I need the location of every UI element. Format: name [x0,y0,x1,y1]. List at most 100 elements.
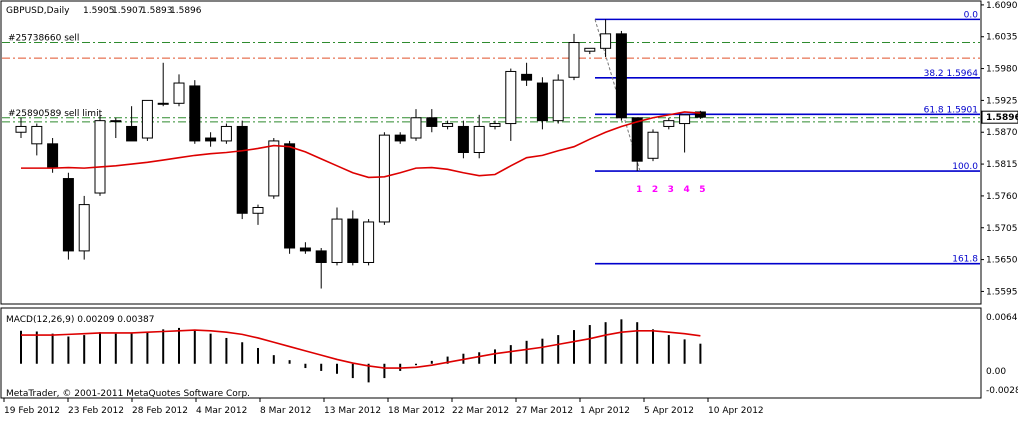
wave-label: 2 [652,185,658,195]
order-line-label: #25890589 sell limit [8,109,103,119]
copyright-text: MetaTrader, © 2001-2011 MetaQuotes Softw… [6,389,250,399]
bull-candle-body [331,218,343,263]
candlestick-series [15,19,706,289]
bear-candle-body [47,143,59,168]
fibonacci-levels: 0.0 38.2 1.5964 61.8 1.5901 100.0 161.8 [594,10,980,265]
bull-candle-body [157,102,169,105]
bear-candle-body [521,73,533,81]
macd-pane[interactable]: MACD(12,26,9) 0.00209 0.00387 MetaTrader… [0,307,1018,399]
price-tick-label: 1.6090 [986,1,1018,11]
bear-candle-body [236,125,248,214]
price-tick-label: 1.5705 [986,224,1018,234]
bull-candle-body [252,206,264,214]
moving-average-line [21,111,701,179]
wave-label: 4 [683,185,689,195]
price-tick-label: 1.5925 [986,96,1018,106]
price-tick-label: 1.6035 [986,33,1018,43]
bull-candle-body [568,42,580,78]
current-price-box [981,110,1018,124]
time-tick-label: 10 Apr 2012 [708,406,764,416]
symbol-label: GBPUSD,Daily [6,6,70,16]
time-tick-label: 4 Mar 2012 [196,406,247,416]
order-lines: #25738660 sell #25890589 sell limit [2,34,980,123]
bull-candle-body [489,123,501,127]
price-tick-label: 1.5650 [986,256,1018,266]
macd-tick-bottom: -0.0028 [986,386,1018,396]
bull-candle-body [31,125,43,145]
bull-candle-body [410,117,422,139]
moving-average [21,111,701,179]
time-tick-label: 23 Feb 2012 [68,406,124,416]
bull-candle-body [679,114,691,125]
bull-candle-body [663,120,675,127]
macd-signal-polyline [21,329,701,369]
wave-label: 3 [668,185,674,195]
ohlc-readout: 1.5905 1.5907 1.5893 1.5896 [83,6,202,16]
bear-candle-body [189,85,201,142]
bull-candle-body [552,79,564,122]
price-pane[interactable]: #25738660 sell #25890589 sell limit 0.0 38… [0,0,982,305]
fib-level-label: 0.0 [964,10,979,20]
bear-candle-body [126,125,138,142]
time-tick-label: 18 Mar 2012 [388,406,445,416]
time-tick-label: 8 Mar 2012 [260,406,311,416]
time-tick-label: 27 Mar 2012 [516,406,573,416]
open-value: 1.5905 [83,6,115,16]
bear-candle-body [536,82,548,122]
price-tick-label: 1.5870 [986,128,1018,138]
time-tick-label: 1 Apr 2012 [580,406,630,416]
bull-candle-body [94,120,106,194]
bear-candle-body [457,125,469,153]
bear-candle-body [315,250,327,263]
bull-candle-body [473,125,485,153]
bear-candle-body [205,137,217,142]
macd-tick-top: 0.00646 [986,313,1018,323]
bear-candle-body [394,134,406,142]
time-tick-label: 22 Mar 2012 [452,406,509,416]
bear-candle-body [347,218,359,263]
bull-candle-body [600,33,612,49]
bull-candle-body [110,120,122,123]
bull-candle-body [584,47,596,52]
fib-level-label: 61.8 1.5901 [924,105,978,115]
time-tick-label: 13 Mar 2012 [324,406,381,416]
price-tick-label: 1.5980 [986,65,1018,75]
fib-level-label: 161.8 [952,255,978,265]
bear-candle-body [62,178,74,252]
time-tick-label: 5 Apr 2012 [644,406,694,416]
fib-level-label: 100.0 [952,162,978,172]
time-tick-label: 19 Feb 2012 [4,406,60,416]
price-tick-label: 1.5595 [986,287,1018,297]
price-axis: 1.6090 1.6035 1.5980 1.5925 1.5870 1.5815 1.57… [981,1,1018,297]
time-tick-label: 28 Feb 2012 [132,406,188,416]
wave-label: 5 [699,185,705,195]
bull-candle-body [15,125,27,133]
bear-candle-body [284,143,296,249]
macd-title: MACD(12,26,9) 0.00209 0.00387 [6,315,155,325]
bull-candle-body [141,99,153,139]
price-tick-label: 1.5760 [986,192,1018,202]
bear-candle-body [615,33,627,119]
bull-candle-body [363,221,375,263]
bear-candle-body [299,247,311,252]
macd-signal-line [21,329,701,369]
bull-candle-body [220,125,232,142]
wave-label: 1 [636,185,642,195]
bull-candle-body [173,82,185,104]
low-value: 1.5893 [141,6,173,16]
order-line-label: #25738660 sell [8,34,79,44]
bull-candle-body [505,70,517,125]
fib-level-label: 38.2 1.5964 [924,69,979,79]
bull-candle-body [442,123,454,127]
bear-candle-body [426,117,438,127]
current-price-label: 1.5896 [986,113,1018,123]
close-value: 1.5896 [170,6,202,16]
bear-candle-body [694,111,706,118]
bull-candle-body [647,131,659,159]
time-axis: 19 Feb 2012 23 Feb 2012 28 Feb 2012 4 Mar 2… [3,398,764,416]
bear-candle-body [631,117,643,162]
bull-candle-body [268,140,280,197]
bull-candle-body [378,134,390,223]
